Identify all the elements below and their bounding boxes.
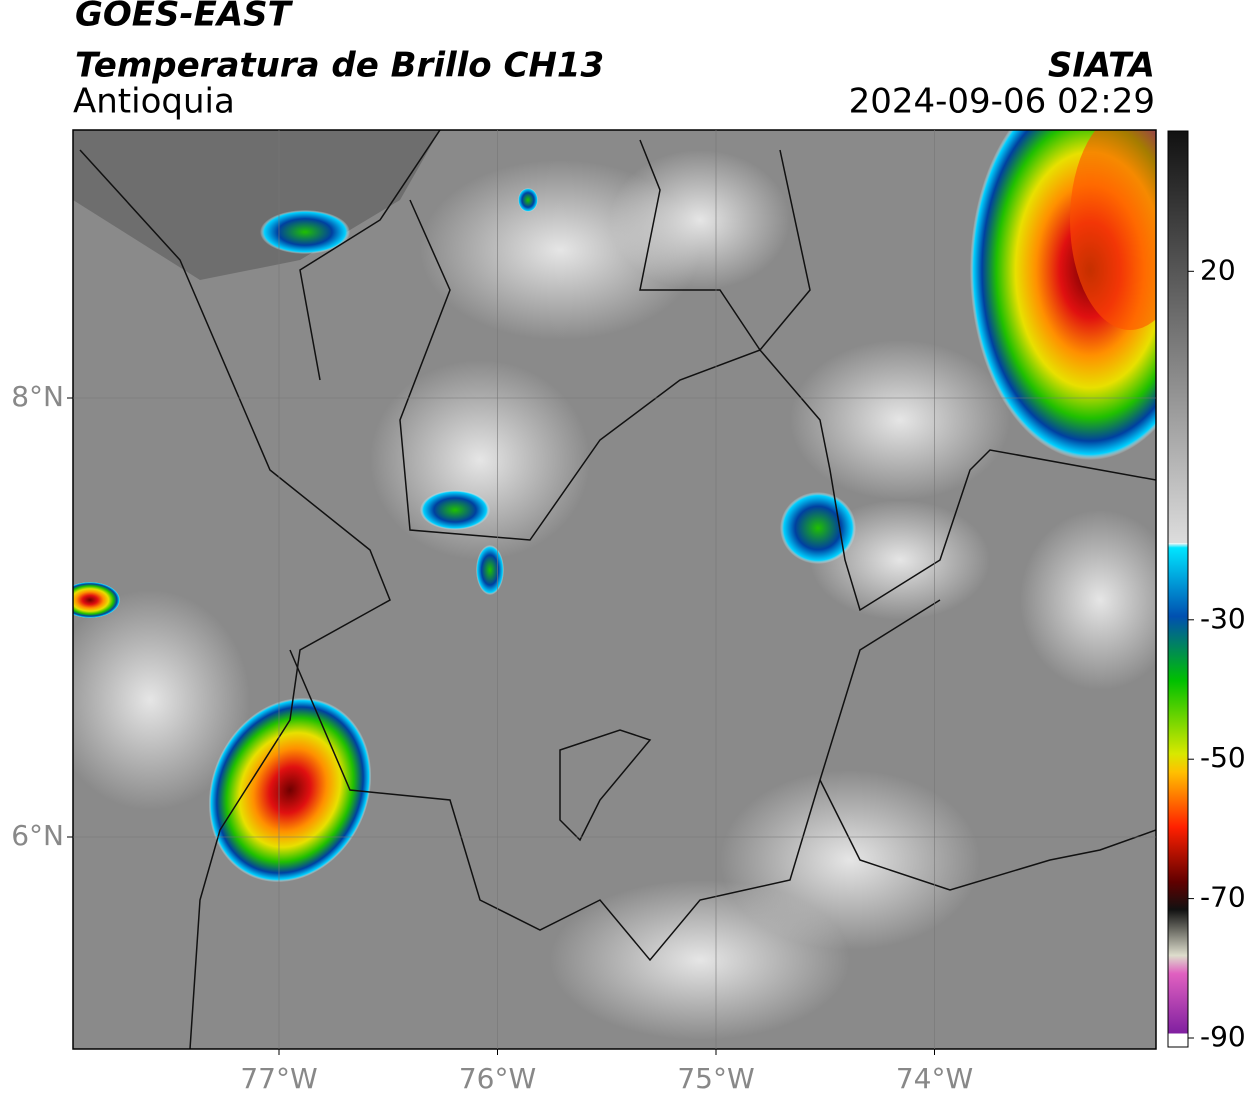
map-frame: [72, 129, 1157, 1050]
title: GOES-EAST: [75, 0, 294, 35]
satellite-image: [73, 130, 1156, 1049]
colorbar: [1167, 130, 1189, 1048]
x-tick-label: 76°W: [459, 1062, 536, 1095]
colorbar-label: -30: [1200, 602, 1246, 635]
colorbar-label: -70: [1200, 881, 1246, 914]
x-tick-label: 74°W: [896, 1062, 973, 1095]
colorbar-label: 20: [1200, 253, 1236, 286]
x-tick-label: 77°W: [240, 1062, 317, 1095]
source: SIATA: [1048, 46, 1155, 86]
subtitle: Temperatura de Brillo CH13: [75, 46, 604, 86]
x-tick-label: 75°W: [677, 1062, 754, 1095]
colorbar-label: -50: [1200, 741, 1246, 774]
y-tick-label: 6°N: [11, 819, 64, 852]
datetime: 2024-09-06 02:29: [849, 82, 1155, 122]
region: Antioquia: [73, 82, 235, 122]
y-tick-label: 8°N: [11, 380, 64, 413]
colorbar-label: -90: [1200, 1020, 1246, 1053]
